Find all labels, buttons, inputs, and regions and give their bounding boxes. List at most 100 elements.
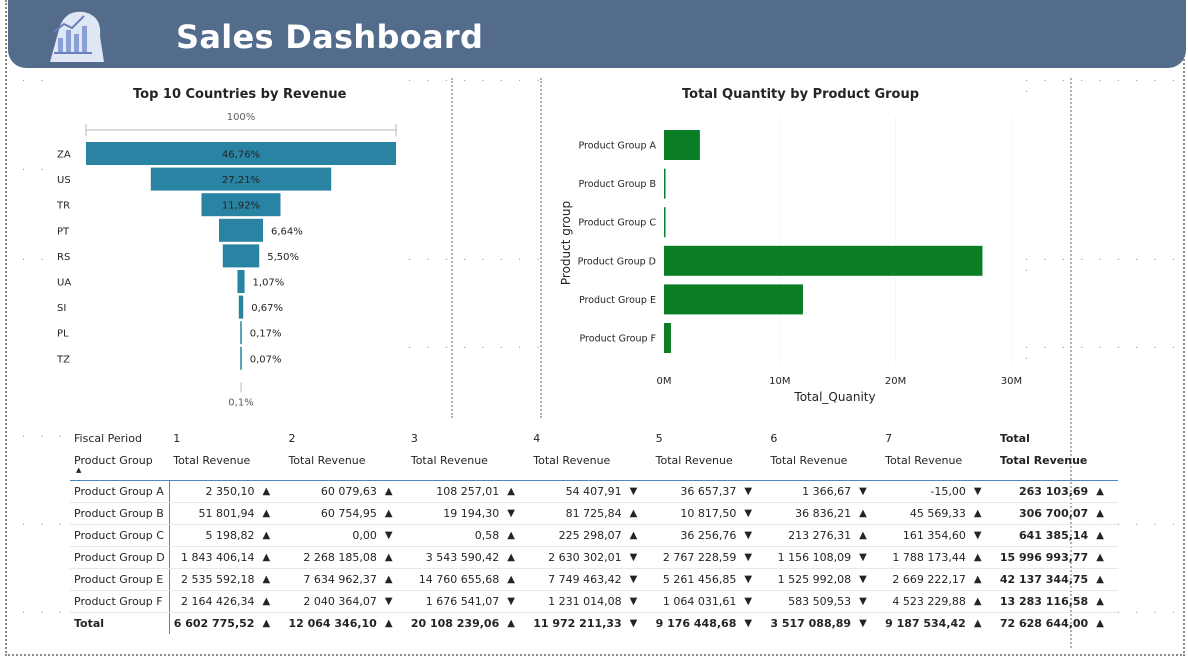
bar-mark[interactable]	[664, 245, 983, 276]
matrix-period-header[interactable]: Total	[999, 431, 1030, 445]
sort-ascending-icon[interactable]: ▲	[76, 466, 82, 474]
matrix-period-header[interactable]: 4	[533, 431, 541, 445]
bar-category-label: Product Group F	[580, 334, 657, 345]
matrix-measure-header[interactable]: Total Revenue	[651, 448, 767, 481]
trend-up-icon: ▲	[1092, 524, 1119, 547]
matrix-row-label: Product Group B	[70, 502, 170, 525]
matrix-measure-header[interactable]: Total Revenue	[169, 448, 285, 481]
matrix-period-header[interactable]: 3	[410, 431, 418, 445]
matrix-measure-header[interactable]: Total Revenue	[284, 448, 407, 481]
bar-mark[interactable]	[664, 130, 700, 160]
bar-mark[interactable]	[664, 207, 666, 238]
matrix-value-cell: 14 760 655,68	[406, 568, 504, 591]
matrix-value-cell: 3 543 590,42	[406, 546, 504, 569]
matrix-value-cell: 5 198,82	[169, 524, 259, 547]
funnel-chart-title: Top 10 Countries by Revenue	[133, 87, 347, 102]
funnel-value-label: 0,07%	[250, 354, 282, 365]
matrix-value-cell: 10 817,50	[651, 502, 741, 525]
matrix-value-cell: 7 634 962,37	[284, 568, 381, 591]
bar-x-tick-label: 30M	[1001, 376, 1022, 387]
matrix-row-label: Product Group E	[70, 568, 170, 591]
matrix-value-cell: 2 164 426,34	[169, 590, 259, 613]
funnel-bar[interactable]	[218, 218, 264, 242]
matrix-value-cell: 1 843 406,14	[169, 546, 259, 569]
funnel-category-label: RS	[57, 252, 70, 263]
matrix-measure-header[interactable]: Total Revenue	[529, 448, 652, 481]
matrix-period-header[interactable]: 2	[288, 431, 296, 445]
trend-down-icon: ▼	[380, 524, 407, 547]
matrix-period-header[interactable]: 1	[173, 431, 181, 445]
bar-category-label: Product Group A	[578, 141, 656, 152]
funnel-bar[interactable]	[237, 270, 245, 293]
matrix-group-header-label: Product Group	[74, 454, 153, 467]
grid-dots: · · · · · · · ·	[408, 255, 546, 266]
matrix-value-cell: 213 276,31	[766, 524, 856, 547]
matrix-measure-header[interactable]: Total Revenue	[995, 448, 1119, 481]
bar-x-tick-label: 20M	[885, 376, 906, 387]
funnel-category-label: ZA	[57, 150, 71, 161]
trend-up-icon: ▲	[380, 502, 407, 525]
matrix-value-cell: 12 064 346,10	[288, 617, 377, 630]
matrix-value-cell: 3 517 088,89	[770, 617, 852, 630]
funnel-bar[interactable]	[201, 193, 281, 217]
trend-down-icon: ▼	[625, 480, 652, 503]
funnel-value-label: 1,07%	[253, 278, 285, 289]
matrix-value-cell: 15 996 993,77	[995, 546, 1093, 569]
matrix-value-cell: 36 657,37	[651, 480, 741, 503]
grid-dots: · · ·	[22, 520, 68, 531]
funnel-bar[interactable]	[150, 167, 332, 191]
funnel-category-label: TR	[56, 201, 70, 212]
bar-mark[interactable]	[664, 323, 671, 353]
bar-x-axis-title: Total_Quanity	[793, 390, 875, 404]
bar-mark[interactable]	[664, 284, 803, 315]
matrix-period-header[interactable]: 7	[885, 431, 893, 445]
funnel-bar[interactable]	[86, 142, 396, 165]
trend-up-icon: ▲	[380, 568, 407, 591]
trend-down-icon: ▼	[855, 590, 882, 613]
funnel-value-label: 11,92%	[222, 201, 260, 212]
matrix-period-header[interactable]: 6	[770, 431, 778, 445]
trend-down-icon: ▼	[740, 524, 767, 547]
matrix-row-label: Product Group A	[70, 480, 170, 503]
matrix-value-cell: 54 407,91	[529, 480, 626, 503]
trend-down-icon: ▼	[503, 590, 530, 613]
trend-down-icon: ▼	[859, 618, 867, 629]
bar-chart-icon	[40, 6, 112, 64]
grid-dots	[540, 78, 544, 418]
matrix-measure-header[interactable]: Total Revenue	[881, 448, 996, 481]
matrix-measure-header[interactable]: Total Revenue	[406, 448, 530, 481]
matrix-value-cell: 1 366,67	[766, 480, 856, 503]
trend-up-icon: ▲	[1092, 546, 1119, 569]
funnel-bar[interactable]	[240, 321, 242, 345]
funnel-bar[interactable]	[222, 244, 260, 268]
funnel-bar[interactable]	[240, 346, 242, 370]
funnel-value-label: 46,76%	[222, 150, 260, 161]
grid-dots: · · ·	[22, 608, 68, 619]
trend-down-icon: ▼	[629, 618, 638, 629]
matrix-value-cell: 225 298,07	[529, 524, 626, 547]
matrix-value-cell: 0,00	[284, 524, 381, 547]
matrix-value-cell: 72 628 644,00	[999, 617, 1089, 630]
trend-down-icon: ▼	[740, 502, 767, 525]
funnel-category-label: SI	[57, 303, 66, 314]
trend-up-icon: ▲	[258, 524, 285, 547]
trend-up-icon: ▲	[503, 524, 530, 547]
trend-down-icon: ▼	[503, 502, 530, 525]
trend-up-icon: ▲	[258, 590, 285, 613]
funnel-bar[interactable]	[238, 295, 244, 319]
matrix-value-cell: 60 754,95	[284, 502, 381, 525]
matrix-group-header[interactable]: Product Group ▲	[70, 448, 170, 481]
matrix-period-header[interactable]: 5	[655, 431, 663, 445]
funnel-category-label: PT	[57, 226, 70, 237]
trend-up-icon: ▲	[380, 546, 407, 569]
matrix-value-cell: 2 040 364,07	[284, 590, 381, 613]
funnel-top-label: 100%	[227, 112, 256, 123]
trend-down-icon: ▼	[740, 546, 767, 569]
matrix-measure-header[interactable]: Total Revenue	[766, 448, 882, 481]
trend-down-icon: ▼	[740, 568, 767, 591]
trend-up-icon: ▲	[258, 502, 285, 525]
matrix-value-cell: 1 788 173,44	[881, 546, 970, 569]
bar-mark[interactable]	[664, 168, 666, 199]
